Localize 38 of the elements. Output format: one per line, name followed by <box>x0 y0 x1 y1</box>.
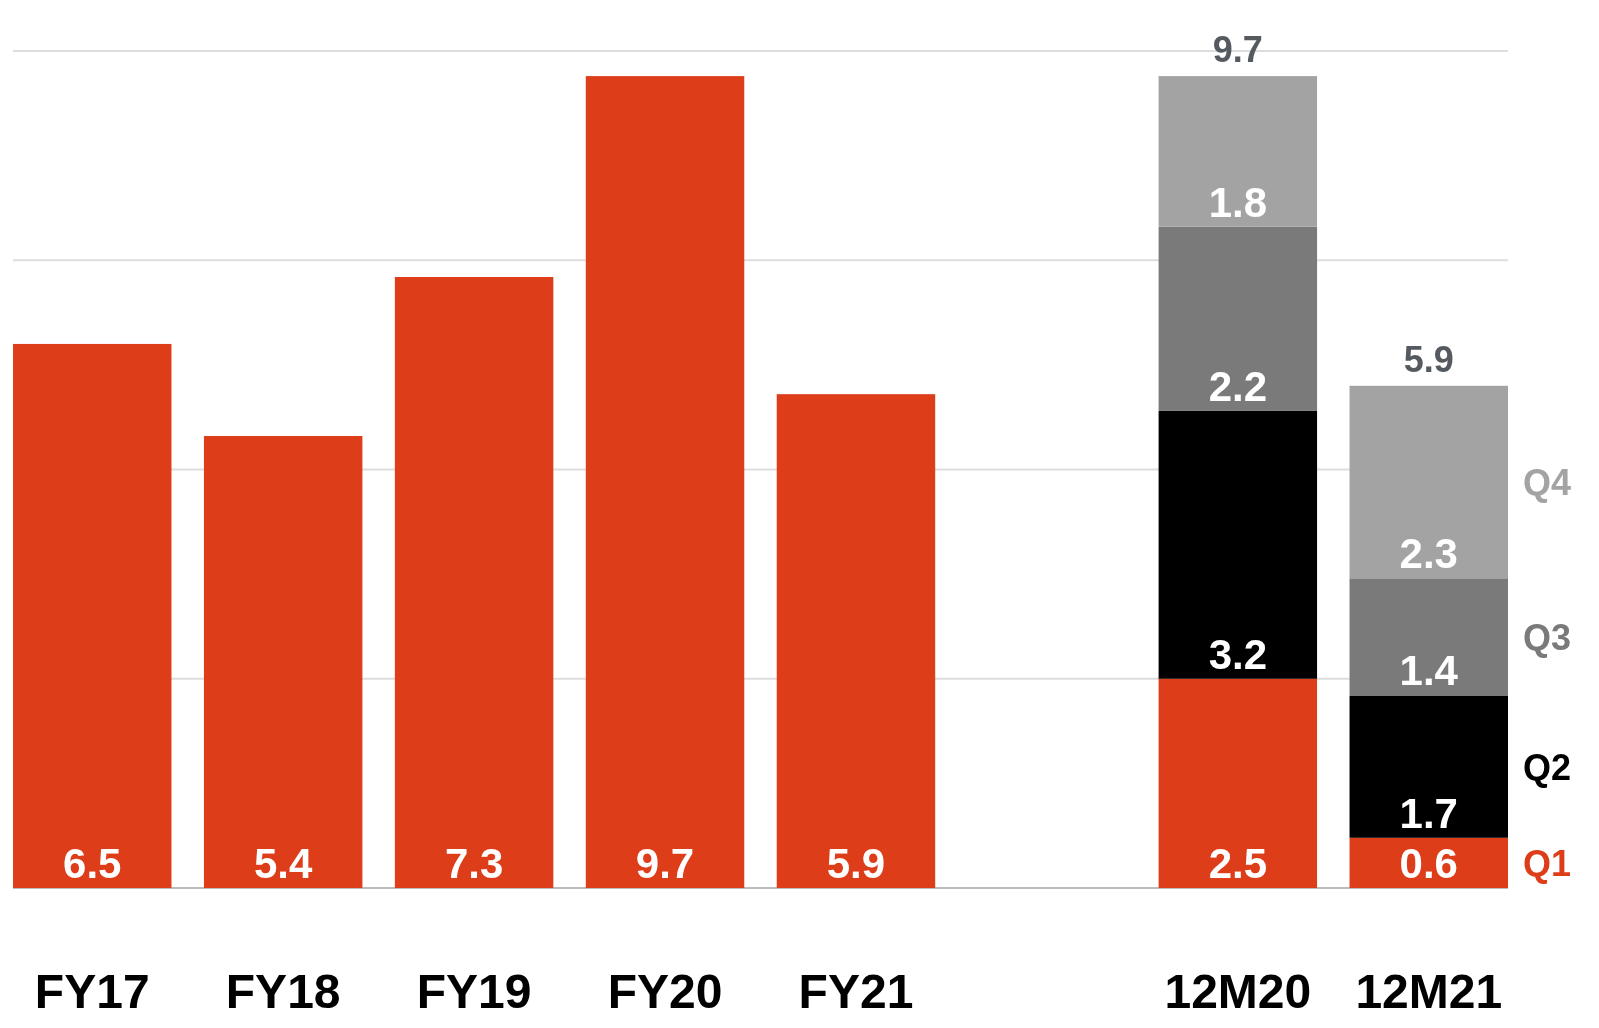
x-tick-label: FY20 <box>607 965 723 1018</box>
bar <box>776 394 936 888</box>
x-tick-label: FY18 <box>225 965 341 1018</box>
total-label: 9.7 <box>1212 29 1263 71</box>
bar <box>203 436 363 888</box>
bar <box>1158 226 1318 411</box>
total-label: 5.9 <box>1403 338 1454 380</box>
data-label: 1.4 <box>1399 647 1459 695</box>
data-label: 6.5 <box>63 840 122 887</box>
data-label: 2.5 <box>1208 840 1268 887</box>
data-label: 2.3 <box>1399 530 1458 578</box>
bar <box>394 276 554 888</box>
bar <box>1158 678 1318 888</box>
bar <box>1349 695 1508 838</box>
data-label: 0.6 <box>1399 840 1458 887</box>
series-label: Q4 <box>1523 462 1572 504</box>
bar <box>1349 385 1508 579</box>
data-label: 2.2 <box>1208 362 1268 410</box>
data-label: 1.8 <box>1208 178 1268 226</box>
data-label: 5.9 <box>826 840 886 887</box>
x-tick-label: FY19 <box>416 965 532 1018</box>
data-label: 9.7 <box>635 840 695 887</box>
bar <box>1158 76 1318 227</box>
data-label: 7.3 <box>444 840 504 887</box>
x-tick-label: FY17 <box>34 965 150 1018</box>
x-tick-label: 12M20 <box>1164 965 1312 1018</box>
data-label: 1.7 <box>1399 789 1458 837</box>
data-label: 5.4 <box>253 840 313 887</box>
data-label: 3.2 <box>1208 630 1268 678</box>
bar <box>1158 410 1318 679</box>
series-label: Q3 <box>1523 616 1572 658</box>
bar <box>13 343 172 888</box>
x-tick-label: FY21 <box>798 965 914 1018</box>
series-label: Q2 <box>1523 746 1572 788</box>
bar <box>1349 578 1508 696</box>
series-label: Q1 <box>1523 842 1572 884</box>
bar <box>585 76 745 888</box>
x-tick-label: 12M21 <box>1355 965 1503 1018</box>
